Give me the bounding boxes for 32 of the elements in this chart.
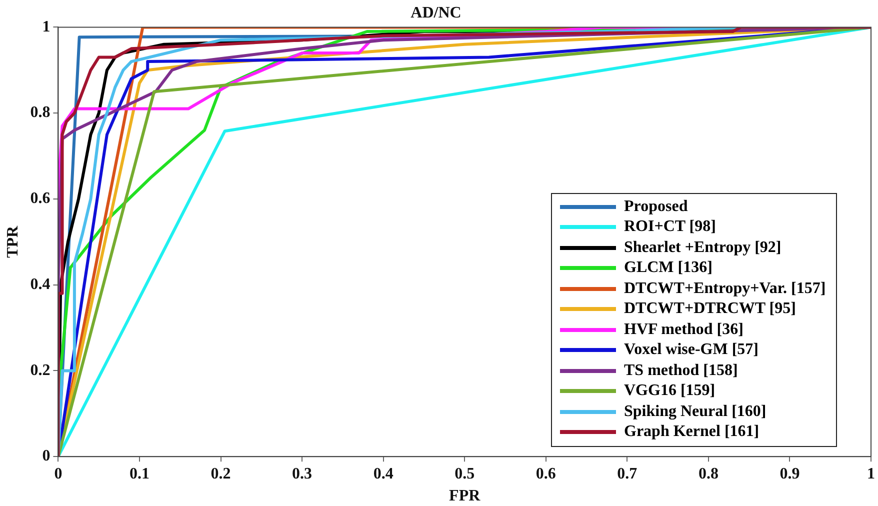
- x-tick-label: 0.1: [129, 465, 150, 482]
- legend-label: VGG16 [159]: [624, 381, 716, 402]
- y-tick-label: 0.8: [30, 104, 50, 122]
- x-tick-label: 0.9: [780, 465, 800, 482]
- y-tick-label: 0.2: [30, 362, 50, 379]
- legend-label: Shearlet +Entropy [92]: [624, 238, 782, 258]
- legend-label: GLCM [136]: [624, 258, 712, 278]
- legend-label: Spiking Neural [160]: [624, 402, 766, 422]
- x-tick-label: 1: [867, 465, 875, 482]
- x-tick-label: 0.4: [373, 465, 394, 482]
- legend-label: ROI+CT [98]: [624, 217, 716, 238]
- legend-label: DTCWT+DTRCWT [95]: [624, 299, 796, 320]
- y-tick-label: 0.6: [30, 190, 50, 208]
- y-tick-label: 0.4: [30, 276, 50, 293]
- x-tick-label: 0.7: [617, 465, 638, 482]
- y-tick-label: 1: [42, 18, 50, 36]
- x-tick-label: 0.2: [210, 465, 231, 482]
- legend-label: Proposed: [624, 196, 688, 217]
- x-tick-label: 0.5: [454, 465, 475, 482]
- x-tick-label: 0.8: [698, 465, 718, 482]
- legend-label: DTCWT+Entropy+Var. [157]: [624, 278, 826, 299]
- y-tick-label: 0: [42, 448, 50, 465]
- x-tick-label: 0.3: [292, 465, 312, 482]
- x-tick-label: 0.6: [536, 465, 556, 482]
- legend-label: TS method [158]: [624, 360, 738, 381]
- chart-title: AD/NC: [410, 4, 462, 22]
- legend-label: Voxel wise-GM [57]: [624, 340, 758, 360]
- legend-label: HVF method [36]: [624, 320, 744, 340]
- x-tick-label: 0: [54, 465, 62, 482]
- legend-label: Graph Kernel [161]: [624, 422, 760, 442]
- y-axis-title: TPR: [4, 225, 22, 258]
- x-axis-title: FPR: [449, 488, 481, 505]
